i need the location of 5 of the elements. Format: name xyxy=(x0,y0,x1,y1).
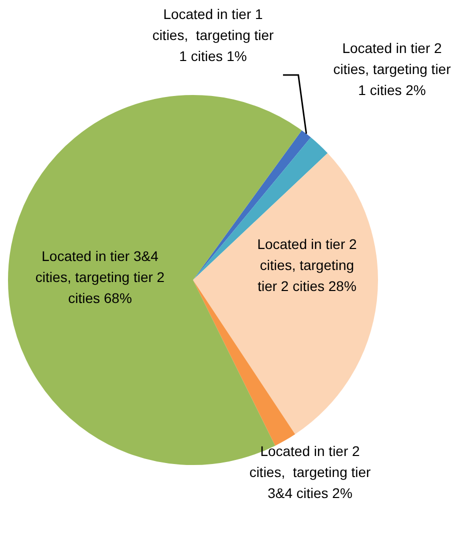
slice-label: Located in tier 2 cities, targeting tier 3&4 cities 2% xyxy=(249,442,372,501)
slice-label: Located in tier 1 cities, targeting tier 1 cities 1% xyxy=(152,6,274,64)
slice-label: Located in tier 2 cities, targeting tier 2 cities 28% xyxy=(257,236,358,294)
slice-label: Located in tier 2 cities, targeting tier 1 cities 2% xyxy=(333,40,452,98)
slice-label: Located in tier 3&4 cities, targeting tier 2 cities 68% xyxy=(35,248,165,306)
